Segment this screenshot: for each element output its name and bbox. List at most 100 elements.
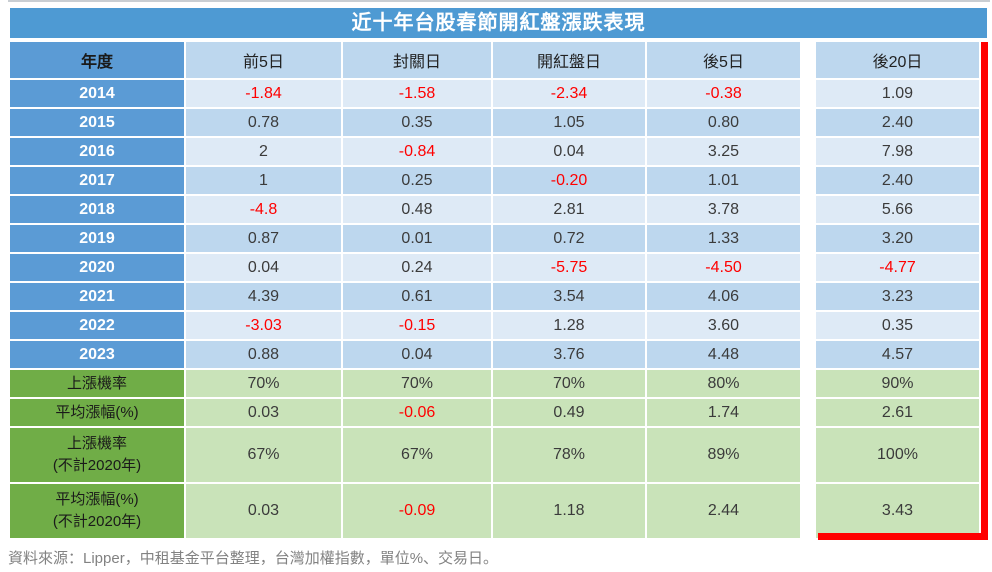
year-cell: 2021 <box>10 283 184 310</box>
value-cell: 2.40 <box>816 109 979 136</box>
column-gap <box>802 80 814 107</box>
value-cell: -2.34 <box>493 80 645 107</box>
summary-value-cell: 70% <box>186 370 341 397</box>
value-cell: 3.76 <box>493 341 645 368</box>
column-header-cell: 封關日 <box>343 42 491 78</box>
value-cell: -0.20 <box>493 167 645 194</box>
value-cell: -1.58 <box>343 80 491 107</box>
column-gap <box>802 196 814 223</box>
value-cell: -4.8 <box>186 196 341 223</box>
year-cell: 2016 <box>10 138 184 165</box>
table-row: 2021 4.39 0.61 3.54 4.06 3.23 <box>10 283 979 310</box>
summary-value-cell: 3.43 <box>816 484 979 538</box>
value-cell: 0.88 <box>186 341 341 368</box>
summary-value-cell: 1.74 <box>647 399 800 426</box>
value-cell: 1 <box>186 167 341 194</box>
column-gap <box>802 167 814 194</box>
table-row: 2015 0.78 0.35 1.05 0.80 2.40 <box>10 109 979 136</box>
top-divider <box>8 0 990 2</box>
column-gap <box>802 109 814 136</box>
value-cell: -3.03 <box>186 312 341 339</box>
value-cell: 0.78 <box>186 109 341 136</box>
value-cell: 2 <box>186 138 341 165</box>
summary-row: 平均漲幅(%) 0.03 -0.06 0.49 1.74 2.61 <box>10 399 979 426</box>
value-cell: 0.24 <box>343 254 491 281</box>
table-title: 近十年台股春節開紅盤漲跌表現 <box>10 8 987 38</box>
summary-label-cell: 上漲機率 <box>10 370 184 397</box>
year-cell: 2022 <box>10 312 184 339</box>
summary-value-cell: 90% <box>816 370 979 397</box>
table-row: 2014 -1.84 -1.58 -2.34 -0.38 1.09 <box>10 80 979 107</box>
source-note: 資料來源：Lipper，中租基金平台整理，台灣加權指數，單位%、交易日。 <box>8 550 499 567</box>
summary-value-cell: 2.61 <box>816 399 979 426</box>
value-cell: 5.66 <box>816 196 979 223</box>
summary-label-cell: 上漲機率 (不計2020年) <box>10 428 184 482</box>
value-cell: 3.20 <box>816 225 979 252</box>
summary-row: 上漲機率 70% 70% 70% 80% 90% <box>10 370 979 397</box>
table-row: 2020 0.04 0.24 -5.75 -4.50 -4.77 <box>10 254 979 281</box>
column-gap <box>802 138 814 165</box>
value-cell: 0.48 <box>343 196 491 223</box>
value-cell: 1.09 <box>816 80 979 107</box>
value-cell: 3.60 <box>647 312 800 339</box>
year-cell: 2020 <box>10 254 184 281</box>
value-cell: 3.78 <box>647 196 800 223</box>
summary-label-cell: 平均漲幅(%) (不計2020年) <box>10 484 184 538</box>
value-cell: 0.35 <box>343 109 491 136</box>
column-gap <box>802 42 814 78</box>
value-cell: 0.04 <box>493 138 645 165</box>
table-row: 2018 -4.8 0.48 2.81 3.78 5.66 <box>10 196 979 223</box>
performance-table: 年度 前5日 封關日 開紅盤日 後5日 後20日 2014 -1.84 -1.58 -2.34-… <box>8 40 981 540</box>
value-cell: -0.15 <box>343 312 491 339</box>
value-cell: 0.61 <box>343 283 491 310</box>
year-cell: 2019 <box>10 225 184 252</box>
summary-label-cell: 平均漲幅(%) <box>10 399 184 426</box>
summary-label-line: (不計2020年) <box>52 457 142 474</box>
value-cell: 3.23 <box>816 283 979 310</box>
value-cell: 2.40 <box>816 167 979 194</box>
value-cell: 0.04 <box>343 341 491 368</box>
column-gap <box>802 283 814 310</box>
summary-value-cell: 67% <box>343 428 491 482</box>
value-cell: 0.25 <box>343 167 491 194</box>
column-gap <box>802 399 814 426</box>
summary-value-cell: 70% <box>493 370 645 397</box>
table-header: 年度 前5日 封關日 開紅盤日 後5日 後20日 <box>10 42 979 78</box>
summary-value-cell: 67% <box>186 428 341 482</box>
summary-value-cell: 0.49 <box>493 399 645 426</box>
value-cell: 0.87 <box>186 225 341 252</box>
table-body: 2014 -1.84 -1.58 -2.34 -0.38 1.09 2015 0.78 0.35… <box>10 80 979 538</box>
year-cell: 2015 <box>10 109 184 136</box>
summary-value-cell: -0.06 <box>343 399 491 426</box>
summary-value-cell: 70% <box>343 370 491 397</box>
summary-label-line: 平均漲幅(%) <box>55 491 139 509</box>
table-row: 2022 -3.03 -0.15 1.28 3.60 0.35 <box>10 312 979 339</box>
year-cell: 2014 <box>10 80 184 107</box>
year-cell: 2018 <box>10 196 184 223</box>
column-header-cell: 後5日 <box>647 42 800 78</box>
value-cell: 1.05 <box>493 109 645 136</box>
value-cell: -4.77 <box>816 254 979 281</box>
value-cell: -4.50 <box>647 254 800 281</box>
summary-value-cell: -0.09 <box>343 484 491 538</box>
year-cell: 2023 <box>10 341 184 368</box>
value-cell: -0.84 <box>343 138 491 165</box>
header-row: 年度 前5日 封關日 開紅盤日 後5日 後20日 <box>10 42 979 78</box>
summary-value-cell: 89% <box>647 428 800 482</box>
column-gap <box>802 341 814 368</box>
summary-value-cell: 78% <box>493 428 645 482</box>
value-cell: 4.39 <box>186 283 341 310</box>
value-cell: 0.01 <box>343 225 491 252</box>
column-gap <box>802 428 814 482</box>
value-cell: 0.80 <box>647 109 800 136</box>
column-gap <box>802 312 814 339</box>
table-row: 2023 0.88 0.04 3.76 4.48 4.57 <box>10 341 979 368</box>
summary-value-cell: 0.03 <box>186 484 341 538</box>
column-gap <box>802 254 814 281</box>
value-cell: 7.98 <box>816 138 979 165</box>
column-gap <box>802 484 814 538</box>
value-cell: 0.72 <box>493 225 645 252</box>
column-gap <box>802 370 814 397</box>
summary-value-cell: 80% <box>647 370 800 397</box>
